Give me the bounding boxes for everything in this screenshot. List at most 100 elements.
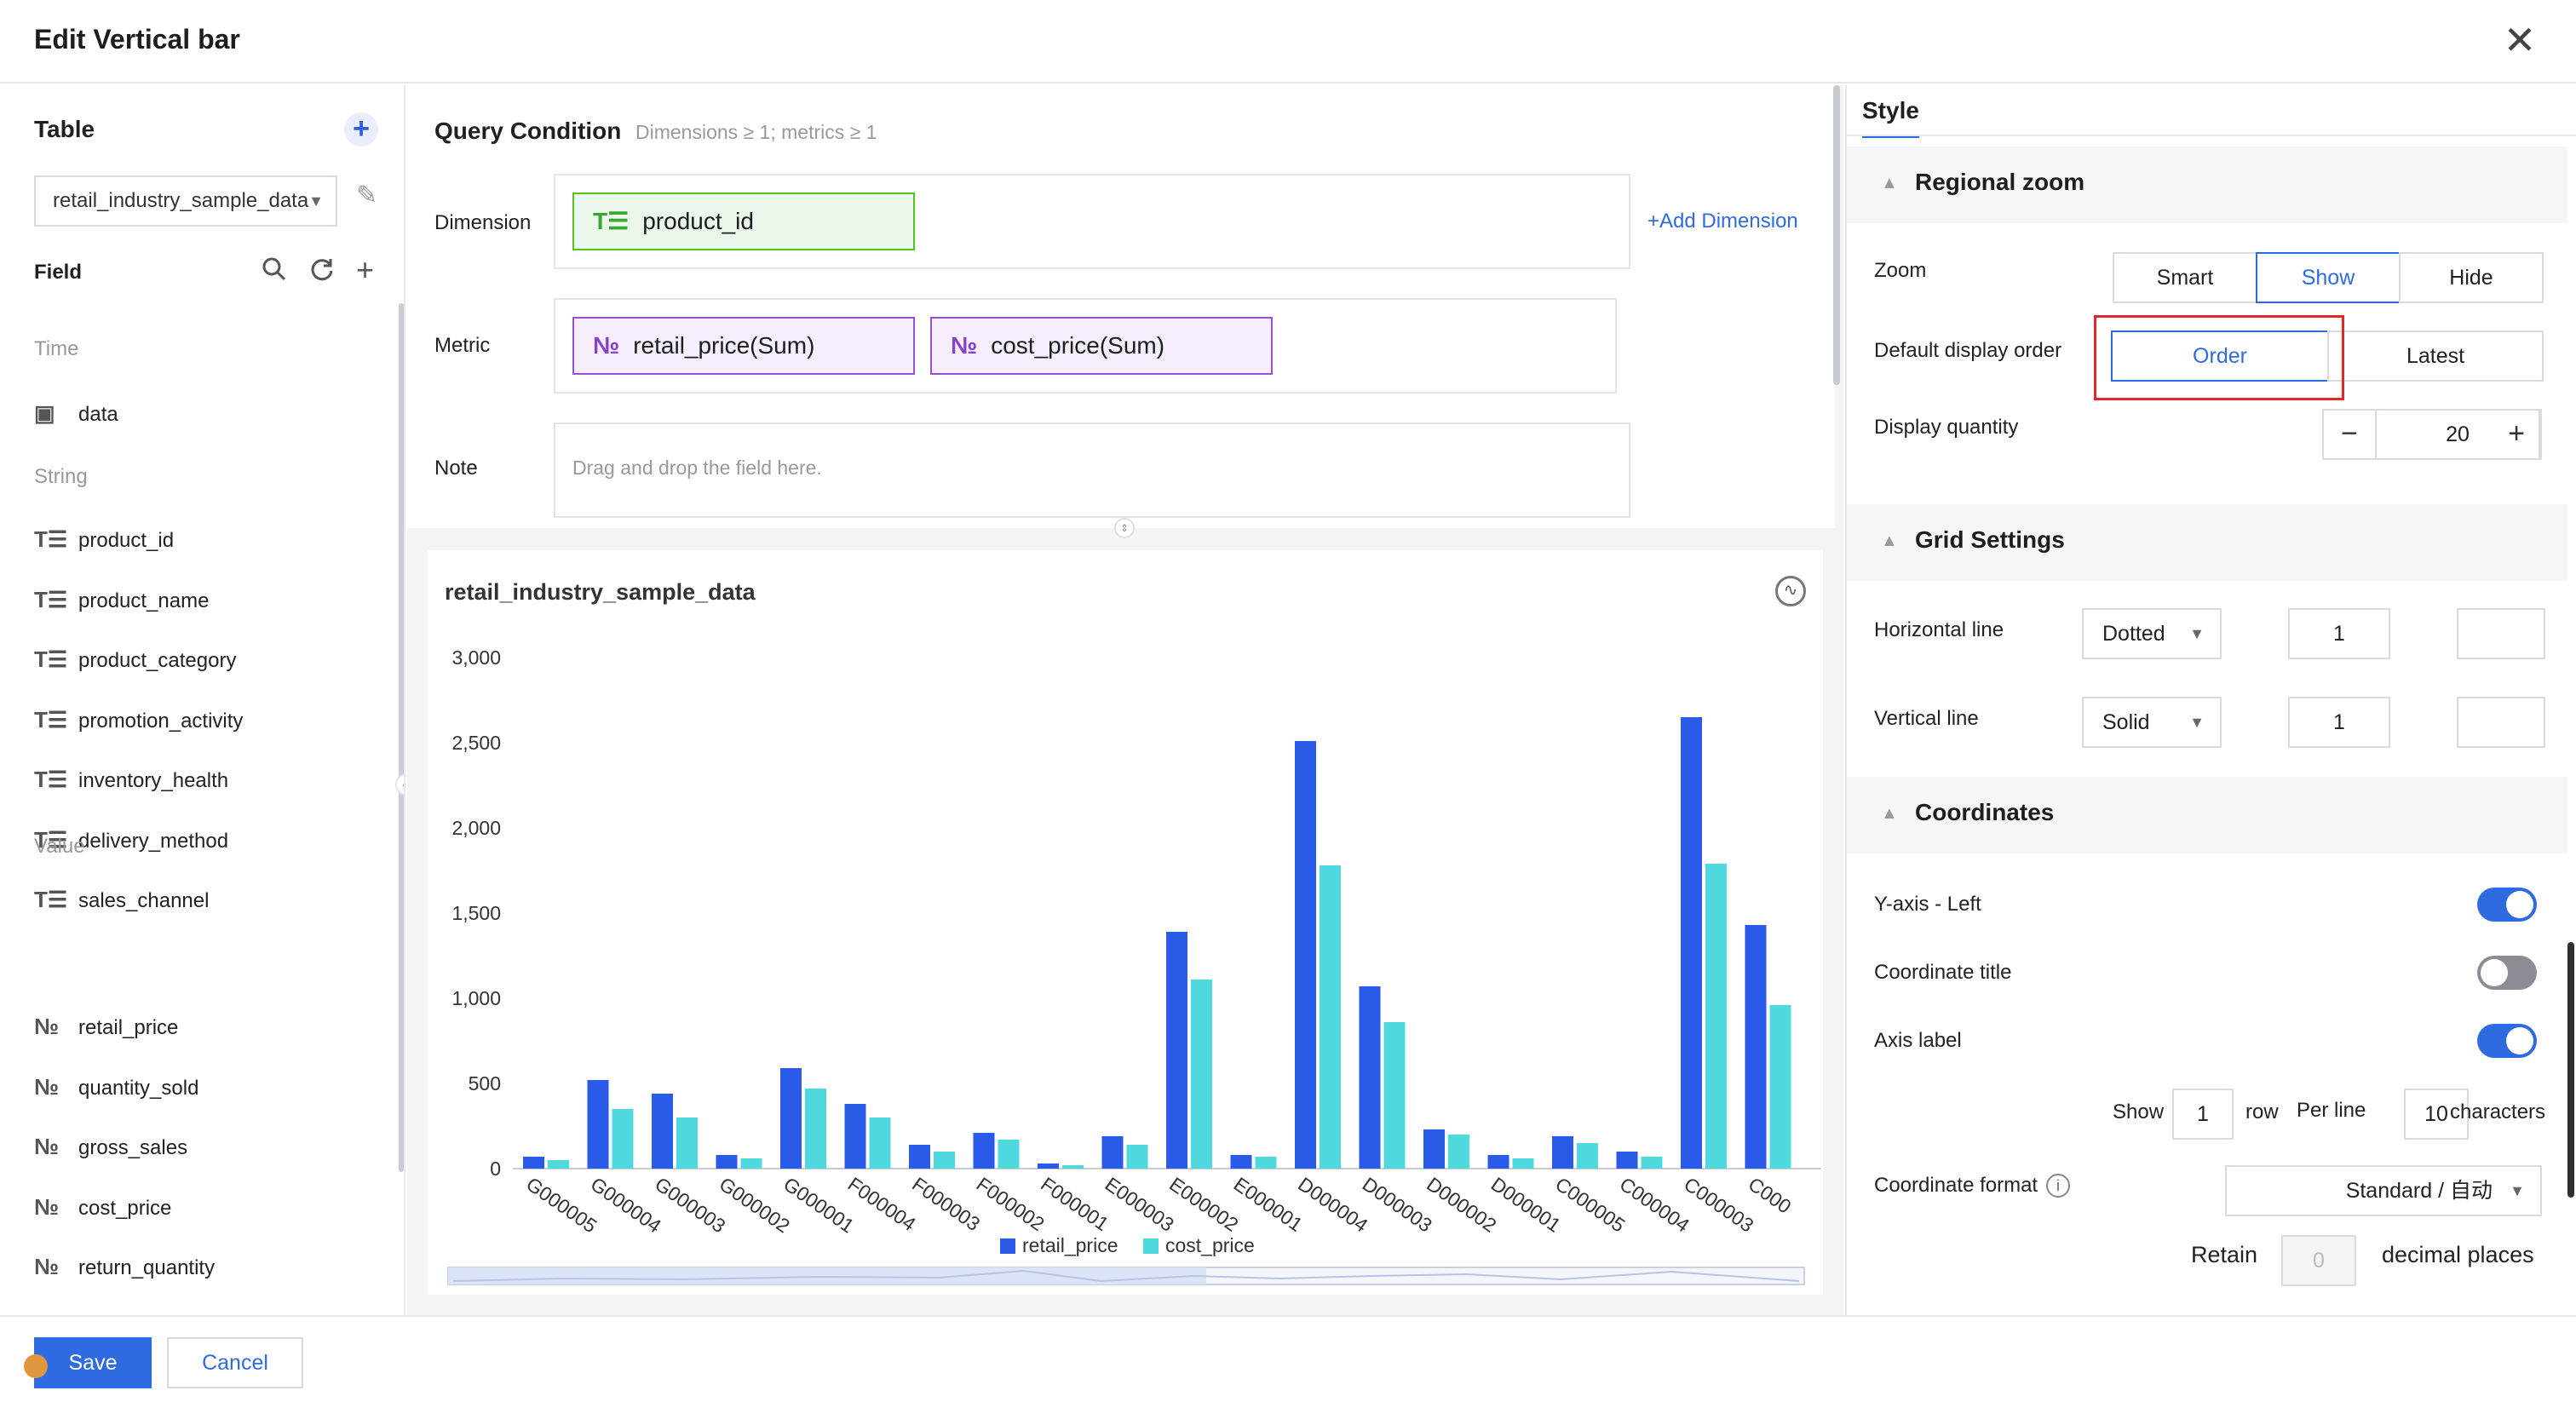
search-icon[interactable] bbox=[261, 256, 288, 290]
dimension-label: Dimension bbox=[434, 211, 532, 234]
query-hint: Dimensions ≥ 1; metrics ≥ 1 bbox=[635, 121, 877, 143]
y-tick-label: 500 bbox=[469, 1072, 501, 1095]
number-field-icon: № bbox=[34, 1073, 59, 1100]
latest-option-button[interactable]: Latest bbox=[2327, 330, 2544, 382]
add-field-icon[interactable]: + bbox=[356, 252, 375, 287]
bar-retail_price bbox=[780, 1068, 802, 1169]
field-item[interactable]: T☰ inventory_health bbox=[34, 767, 228, 801]
field-item[interactable]: № return_quantity bbox=[34, 1254, 215, 1288]
bar-cost_price bbox=[1577, 1143, 1598, 1169]
bar-retail_price bbox=[1552, 1136, 1573, 1169]
section-grid-settings[interactable]: ▲ Grid Settings bbox=[1847, 504, 2567, 581]
field-item[interactable]: T☰ product_name bbox=[34, 587, 209, 621]
add-dimension-link[interactable]: +Add Dimension bbox=[1647, 210, 1798, 233]
close-icon[interactable]: ✕ bbox=[2503, 18, 2537, 62]
minus-icon[interactable]: − bbox=[2341, 417, 2358, 450]
zoom-hide-button[interactable]: Hide bbox=[2399, 252, 2544, 303]
horizontal-line-color-picker[interactable] bbox=[2457, 608, 2545, 659]
add-dimension-label: Add Dimension bbox=[1659, 210, 1798, 233]
show-rows-input[interactable]: 1 bbox=[2172, 1089, 2234, 1140]
field-item[interactable]: T☰ product_id bbox=[34, 526, 174, 560]
vertical-line-width-input[interactable]: 1 bbox=[2288, 697, 2390, 748]
bar-retail_price bbox=[1295, 741, 1316, 1169]
bar-cost_price bbox=[1062, 1165, 1084, 1169]
dimension-pill[interactable]: T☰ product_id bbox=[572, 192, 915, 250]
order-option-button[interactable]: Order bbox=[2111, 330, 2329, 382]
metric-pill-cost-price[interactable]: № cost_price(Sum) bbox=[930, 317, 1273, 375]
horizontal-line-label: Horizontal line bbox=[1874, 618, 2004, 641]
query-scrollbar[interactable] bbox=[1833, 85, 1840, 385]
note-label: Note bbox=[434, 457, 478, 480]
table-select[interactable]: retail_industry_sample_data ▼ bbox=[34, 175, 337, 227]
x-tick-label: G000001 bbox=[779, 1173, 858, 1238]
zoom-label: Zoom bbox=[1874, 259, 1927, 282]
x-tick-label: E000002 bbox=[1165, 1173, 1242, 1236]
section-value: Value bbox=[34, 835, 85, 858]
row-label: row bbox=[2245, 1100, 2279, 1123]
display-quantity-value[interactable]: 20 bbox=[2375, 411, 2540, 458]
display-quantity-stepper[interactable]: − 20 + bbox=[2322, 409, 2542, 460]
field-item[interactable]: № cost_price bbox=[34, 1194, 171, 1228]
refresh-icon[interactable] bbox=[308, 256, 336, 290]
coordinate-title-toggle[interactable] bbox=[2477, 956, 2537, 990]
bar-retail_price bbox=[652, 1094, 673, 1169]
text-field-icon: T☰ bbox=[593, 208, 630, 234]
highlight-box bbox=[2094, 315, 2344, 400]
panel-resize-handle[interactable]: ‹› bbox=[395, 773, 404, 796]
characters-text: characters bbox=[2450, 1100, 2546, 1123]
bar-retail_price bbox=[716, 1155, 738, 1169]
vertical-resize-handle[interactable]: ⇕ bbox=[1114, 518, 1135, 538]
zoom-slider-selection bbox=[448, 1267, 1206, 1284]
number-field-icon: № bbox=[34, 1134, 59, 1159]
note-dropzone[interactable] bbox=[554, 422, 1630, 518]
y-axis-left-toggle[interactable] bbox=[2477, 888, 2537, 922]
horizontal-line-style-select[interactable]: Dotted ▼ bbox=[2082, 608, 2222, 659]
decimal-places-label: decimal places bbox=[2382, 1242, 2534, 1267]
add-table-icon[interactable]: + bbox=[344, 112, 378, 147]
field-item[interactable]: T☰ product_category bbox=[34, 646, 236, 681]
bar-chart: 3,0002,5002,0001,5001,0005000G000005G000… bbox=[447, 646, 1821, 1285]
section-coordinates[interactable]: ▲ Coordinates bbox=[1847, 777, 2567, 853]
chevron-down-icon: ▼ bbox=[2189, 714, 2205, 731]
field-item[interactable]: T☰ promotion_activity bbox=[34, 707, 243, 741]
vertical-line-style-select[interactable]: Solid ▼ bbox=[2082, 697, 2222, 748]
field-item[interactable]: ▣ data bbox=[34, 400, 118, 434]
zoom-show-button[interactable]: Show bbox=[2256, 252, 2401, 303]
horizontal-line-width-input[interactable]: 1 bbox=[2288, 608, 2390, 659]
chart-settings-icon[interactable]: ∿ bbox=[1775, 576, 1806, 606]
field-item[interactable]: T☰ sales_channel bbox=[34, 887, 209, 921]
x-tick-label: C000005 bbox=[1551, 1173, 1629, 1237]
metric-pill-retail-price[interactable]: № retail_price(Sum) bbox=[572, 317, 915, 375]
field-item[interactable]: № retail_price bbox=[34, 1014, 178, 1048]
field-item-label: inventory_health bbox=[78, 769, 229, 792]
field-item[interactable]: № gross_sales bbox=[34, 1134, 187, 1168]
bar-cost_price bbox=[1191, 980, 1212, 1169]
axis-label-toggle[interactable] bbox=[2477, 1024, 2537, 1058]
cancel-button[interactable]: Cancel bbox=[167, 1337, 303, 1388]
x-tick-label: G000005 bbox=[522, 1173, 601, 1238]
edit-pencil-icon[interactable]: ✎ bbox=[356, 181, 378, 210]
zoom-smart-button[interactable]: Smart bbox=[2113, 252, 2257, 303]
section-regional-zoom[interactable]: ▲ Regional zoom bbox=[1847, 147, 2567, 223]
field-item-label: delivery_method bbox=[78, 829, 229, 853]
coordinate-format-select[interactable]: Standard / 自动 ▼ bbox=[2225, 1165, 2542, 1216]
bar-cost_price bbox=[869, 1118, 891, 1169]
save-button[interactable]: Save bbox=[34, 1337, 152, 1388]
field-item[interactable]: T☰ delivery_method bbox=[34, 827, 228, 861]
collapse-icon: ▲ bbox=[1881, 174, 1898, 192]
field-item[interactable]: № quantity_sold bbox=[34, 1074, 198, 1108]
style-scrollbar[interactable] bbox=[2567, 942, 2574, 1198]
tab-divider bbox=[1847, 135, 2576, 136]
bar-retail_price bbox=[909, 1145, 930, 1169]
select-value: Solid bbox=[2102, 710, 2150, 734]
y-tick-label: 2,000 bbox=[451, 817, 501, 839]
decimal-places-input[interactable]: 0 bbox=[2281, 1235, 2356, 1286]
plus-icon[interactable]: + bbox=[2508, 417, 2525, 450]
per-line-input[interactable]: 10 bbox=[2404, 1089, 2469, 1140]
tab-style[interactable]: Style bbox=[1862, 97, 1919, 138]
info-icon[interactable]: i bbox=[2046, 1174, 2070, 1198]
vertical-line-color-picker[interactable] bbox=[2457, 697, 2545, 748]
field-scrollbar[interactable] bbox=[399, 303, 404, 1172]
dialog-header: Edit Vertical bar ✕ bbox=[0, 0, 2576, 83]
